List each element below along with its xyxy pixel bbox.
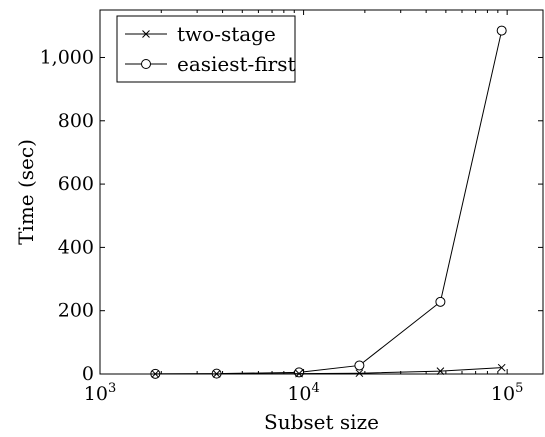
x-tick-label: 103 bbox=[84, 381, 116, 405]
data-point bbox=[354, 360, 365, 371]
x-tick-exponent: 5 bbox=[515, 381, 523, 396]
legend-label: easiest-first bbox=[177, 52, 296, 76]
y-axis-title: Time (sec) bbox=[14, 139, 38, 245]
y-tick-label: 600 bbox=[58, 173, 94, 195]
y-tick-label: 0 bbox=[82, 363, 94, 385]
y-tick-label: 400 bbox=[58, 236, 94, 258]
data-point bbox=[496, 25, 507, 36]
y-tick-label: 800 bbox=[58, 110, 94, 132]
legend-label: two-stage bbox=[177, 22, 276, 46]
axis-frame bbox=[99, 9, 544, 375]
data-point bbox=[355, 369, 364, 378]
legend-marker bbox=[142, 30, 150, 38]
legend: two-stage easiest-first bbox=[116, 15, 296, 83]
x-axis: 103 104 105 bbox=[84, 10, 523, 405]
x-tick-exponent: 3 bbox=[108, 381, 116, 396]
x-tick-exponent: 4 bbox=[312, 381, 320, 396]
x-tick-label: 105 bbox=[491, 381, 523, 405]
x-tick-base: 10 bbox=[491, 383, 515, 405]
x-tick-base: 10 bbox=[287, 383, 311, 405]
y-axis: 0 200 400 600 800 1,000 bbox=[40, 46, 543, 385]
data-point bbox=[436, 367, 445, 376]
y-tick-label: 1,000 bbox=[40, 46, 94, 68]
y-tick-label: 200 bbox=[58, 300, 94, 322]
data-point bbox=[294, 367, 305, 378]
series-layer bbox=[150, 25, 507, 379]
x-tick-base: 10 bbox=[84, 383, 108, 405]
data-point bbox=[435, 296, 446, 307]
x-axis-title: Subset size bbox=[264, 410, 379, 434]
series-two-stage bbox=[151, 363, 506, 378]
legend-box bbox=[116, 15, 296, 83]
data-point bbox=[497, 363, 506, 372]
x-tick-label: 104 bbox=[287, 381, 319, 405]
legend-marker bbox=[141, 59, 151, 69]
